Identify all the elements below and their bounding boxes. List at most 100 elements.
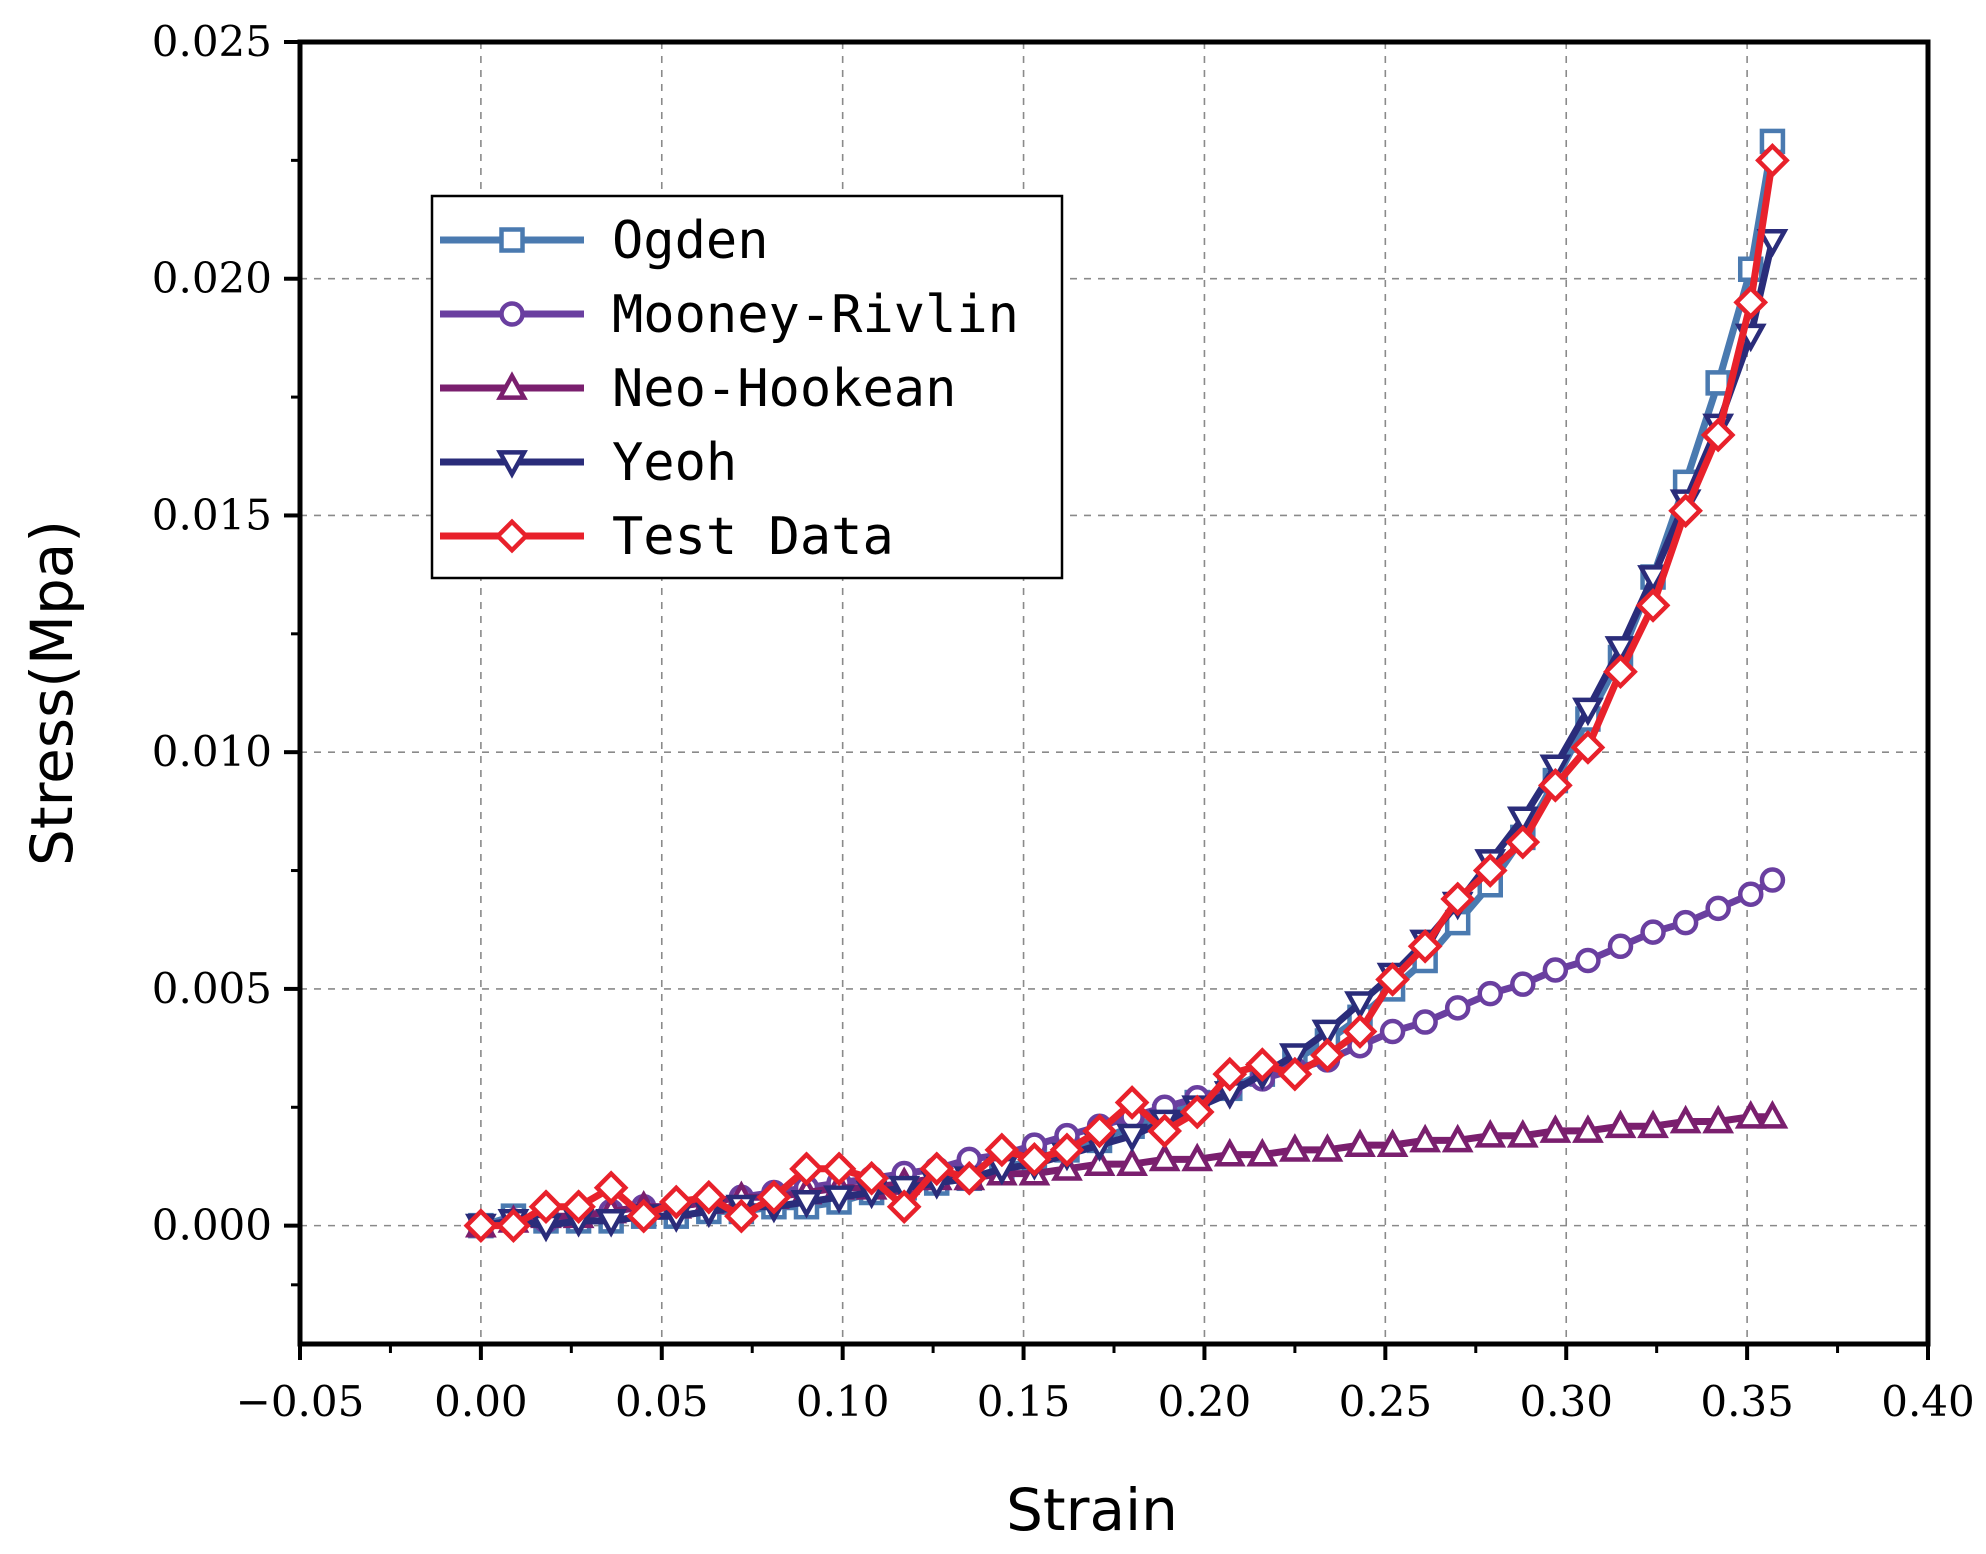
neo-hookean-point xyxy=(1148,1142,1181,1172)
test-data-point xyxy=(1440,881,1476,917)
legend-entry-mooney-rivlin: Mooney-Rivlin xyxy=(440,285,1019,345)
test-data-point xyxy=(1342,1014,1378,1049)
test-data-point xyxy=(1179,1094,1215,1130)
legend-label: Neo-Hookean xyxy=(612,359,956,419)
mooney-rivlin-point xyxy=(1444,995,1471,1021)
plot-series xyxy=(463,128,1790,1243)
x-tick-label: 0.15 xyxy=(977,1377,1071,1426)
neo-hookean-point xyxy=(1213,1137,1246,1167)
mooney-rivlin-point xyxy=(1379,1018,1406,1045)
test-data-point xyxy=(1114,1085,1150,1120)
x-tick-label: −0.05 xyxy=(236,1377,365,1426)
legend-label: Mooney-Rivlin xyxy=(612,285,1019,345)
test-data-point xyxy=(1049,1132,1085,1168)
neo-hookean-point xyxy=(1441,1123,1474,1153)
test-data-point xyxy=(821,1151,857,1187)
test-data-point xyxy=(984,1132,1020,1168)
mooney-rivlin-point xyxy=(1542,957,1569,983)
legend-entry-neo-hookean: Neo-Hookean xyxy=(440,359,956,419)
y-tick-label: 0.015 xyxy=(152,490,272,539)
test-data-point xyxy=(691,1179,727,1215)
neo-hookean-point xyxy=(1474,1118,1507,1148)
test-data-point xyxy=(1212,1056,1248,1092)
yeoh-point xyxy=(1572,697,1604,727)
yeoh-point xyxy=(1539,754,1572,784)
test-data-point xyxy=(756,1179,792,1215)
test-data-point xyxy=(1505,824,1541,860)
legend-marker xyxy=(496,371,528,400)
test-data-point xyxy=(1538,767,1573,803)
mooney-rivlin-point xyxy=(1477,980,1503,1007)
yeoh-point xyxy=(1756,228,1789,258)
neo-hookean-point xyxy=(1181,1142,1214,1172)
test-data-point xyxy=(789,1151,824,1187)
axis-ticks: −0.05 0.00 0.05 0.10 0.15 0.20 0.25 0.30 0.35 0.4… xyxy=(152,17,1975,1426)
x-tick-label: 0.20 xyxy=(1158,1377,1252,1426)
test-data-point xyxy=(561,1189,596,1225)
ogden-point xyxy=(1705,370,1731,396)
test-data-point xyxy=(1668,493,1703,529)
y-tick-label: 0.005 xyxy=(152,964,272,1013)
neo-hookean-point xyxy=(1311,1133,1344,1162)
neo-hookean-point xyxy=(1539,1114,1572,1143)
legend-label: Ogden xyxy=(612,211,769,271)
x-tick-label: 0.35 xyxy=(1700,1377,1794,1426)
test-data-point xyxy=(1407,928,1443,964)
mooney-rivlin-point xyxy=(1759,867,1786,893)
yeoh-point xyxy=(823,1185,855,1214)
x-tick-label: 0.30 xyxy=(1519,1377,1613,1426)
yeoh-point xyxy=(790,1190,823,1219)
test-data-point xyxy=(1147,1113,1183,1149)
test-data-point xyxy=(1082,1113,1117,1149)
yeoh-point xyxy=(1604,636,1637,665)
legend-entry-test-data: Test Data xyxy=(440,507,894,567)
x-tick-label: 0.40 xyxy=(1881,1377,1975,1426)
y-tick-label: 0.020 xyxy=(152,254,272,303)
yeoh-point xyxy=(1506,806,1539,836)
mooney-rivlin-point xyxy=(1510,971,1536,997)
neo-hookean-point xyxy=(1409,1123,1442,1153)
neo-hookean-point xyxy=(1083,1147,1116,1176)
y-tick-label: 0.025 xyxy=(152,17,272,66)
test-data-point xyxy=(463,1208,499,1243)
test-data-point xyxy=(658,1184,694,1220)
neo-hookean-point xyxy=(1116,1147,1148,1176)
legend-marker xyxy=(499,227,525,253)
neo-hookean-point xyxy=(1734,1100,1767,1129)
x-tick-label: 0.00 xyxy=(434,1377,528,1426)
yeoh-point xyxy=(1278,1043,1311,1072)
neo-hookean-point xyxy=(1604,1109,1637,1139)
test-data-point xyxy=(1700,417,1736,453)
yeoh-point xyxy=(1116,1123,1148,1153)
test-data-point xyxy=(1017,1141,1052,1177)
test-data-point xyxy=(919,1151,955,1187)
mooney-rivlin-point xyxy=(1607,933,1634,960)
test-data-point xyxy=(626,1198,662,1234)
test-data-point xyxy=(724,1198,759,1234)
legend: Ogden Mooney-Rivlin Neo-Hookean Yeoh Test Da… xyxy=(430,194,1064,580)
mooney-rivlin-point xyxy=(1412,1009,1438,1035)
mooney-rivlin-point xyxy=(1705,895,1731,922)
mooney-rivlin-point xyxy=(1737,881,1764,907)
y-axis-label: Stress(Mpa) xyxy=(18,520,86,866)
test-data-point xyxy=(1755,143,1790,178)
test-data-point xyxy=(1375,962,1410,997)
test-data-point xyxy=(496,1208,531,1243)
legend-marker xyxy=(499,301,525,327)
legend-marker xyxy=(494,518,530,554)
test-data-point xyxy=(951,1160,987,1196)
legend-entry-yeoh: Yeoh xyxy=(440,433,737,493)
test-data-point xyxy=(1472,853,1508,888)
neo-hookean-point xyxy=(1506,1118,1539,1148)
test-data-point xyxy=(593,1170,629,1206)
x-tick-label: 0.25 xyxy=(1339,1377,1433,1426)
legend-label: Yeoh xyxy=(612,433,737,493)
yeoh-point xyxy=(595,1208,628,1238)
mooney-rivlin-point xyxy=(1575,947,1601,974)
neo-hookean-point xyxy=(1376,1128,1409,1158)
test-data-point xyxy=(1603,654,1638,690)
neo-hookean-point xyxy=(1246,1137,1279,1167)
test-data-point xyxy=(886,1189,922,1225)
mooney-rivlin-point xyxy=(1640,919,1666,945)
